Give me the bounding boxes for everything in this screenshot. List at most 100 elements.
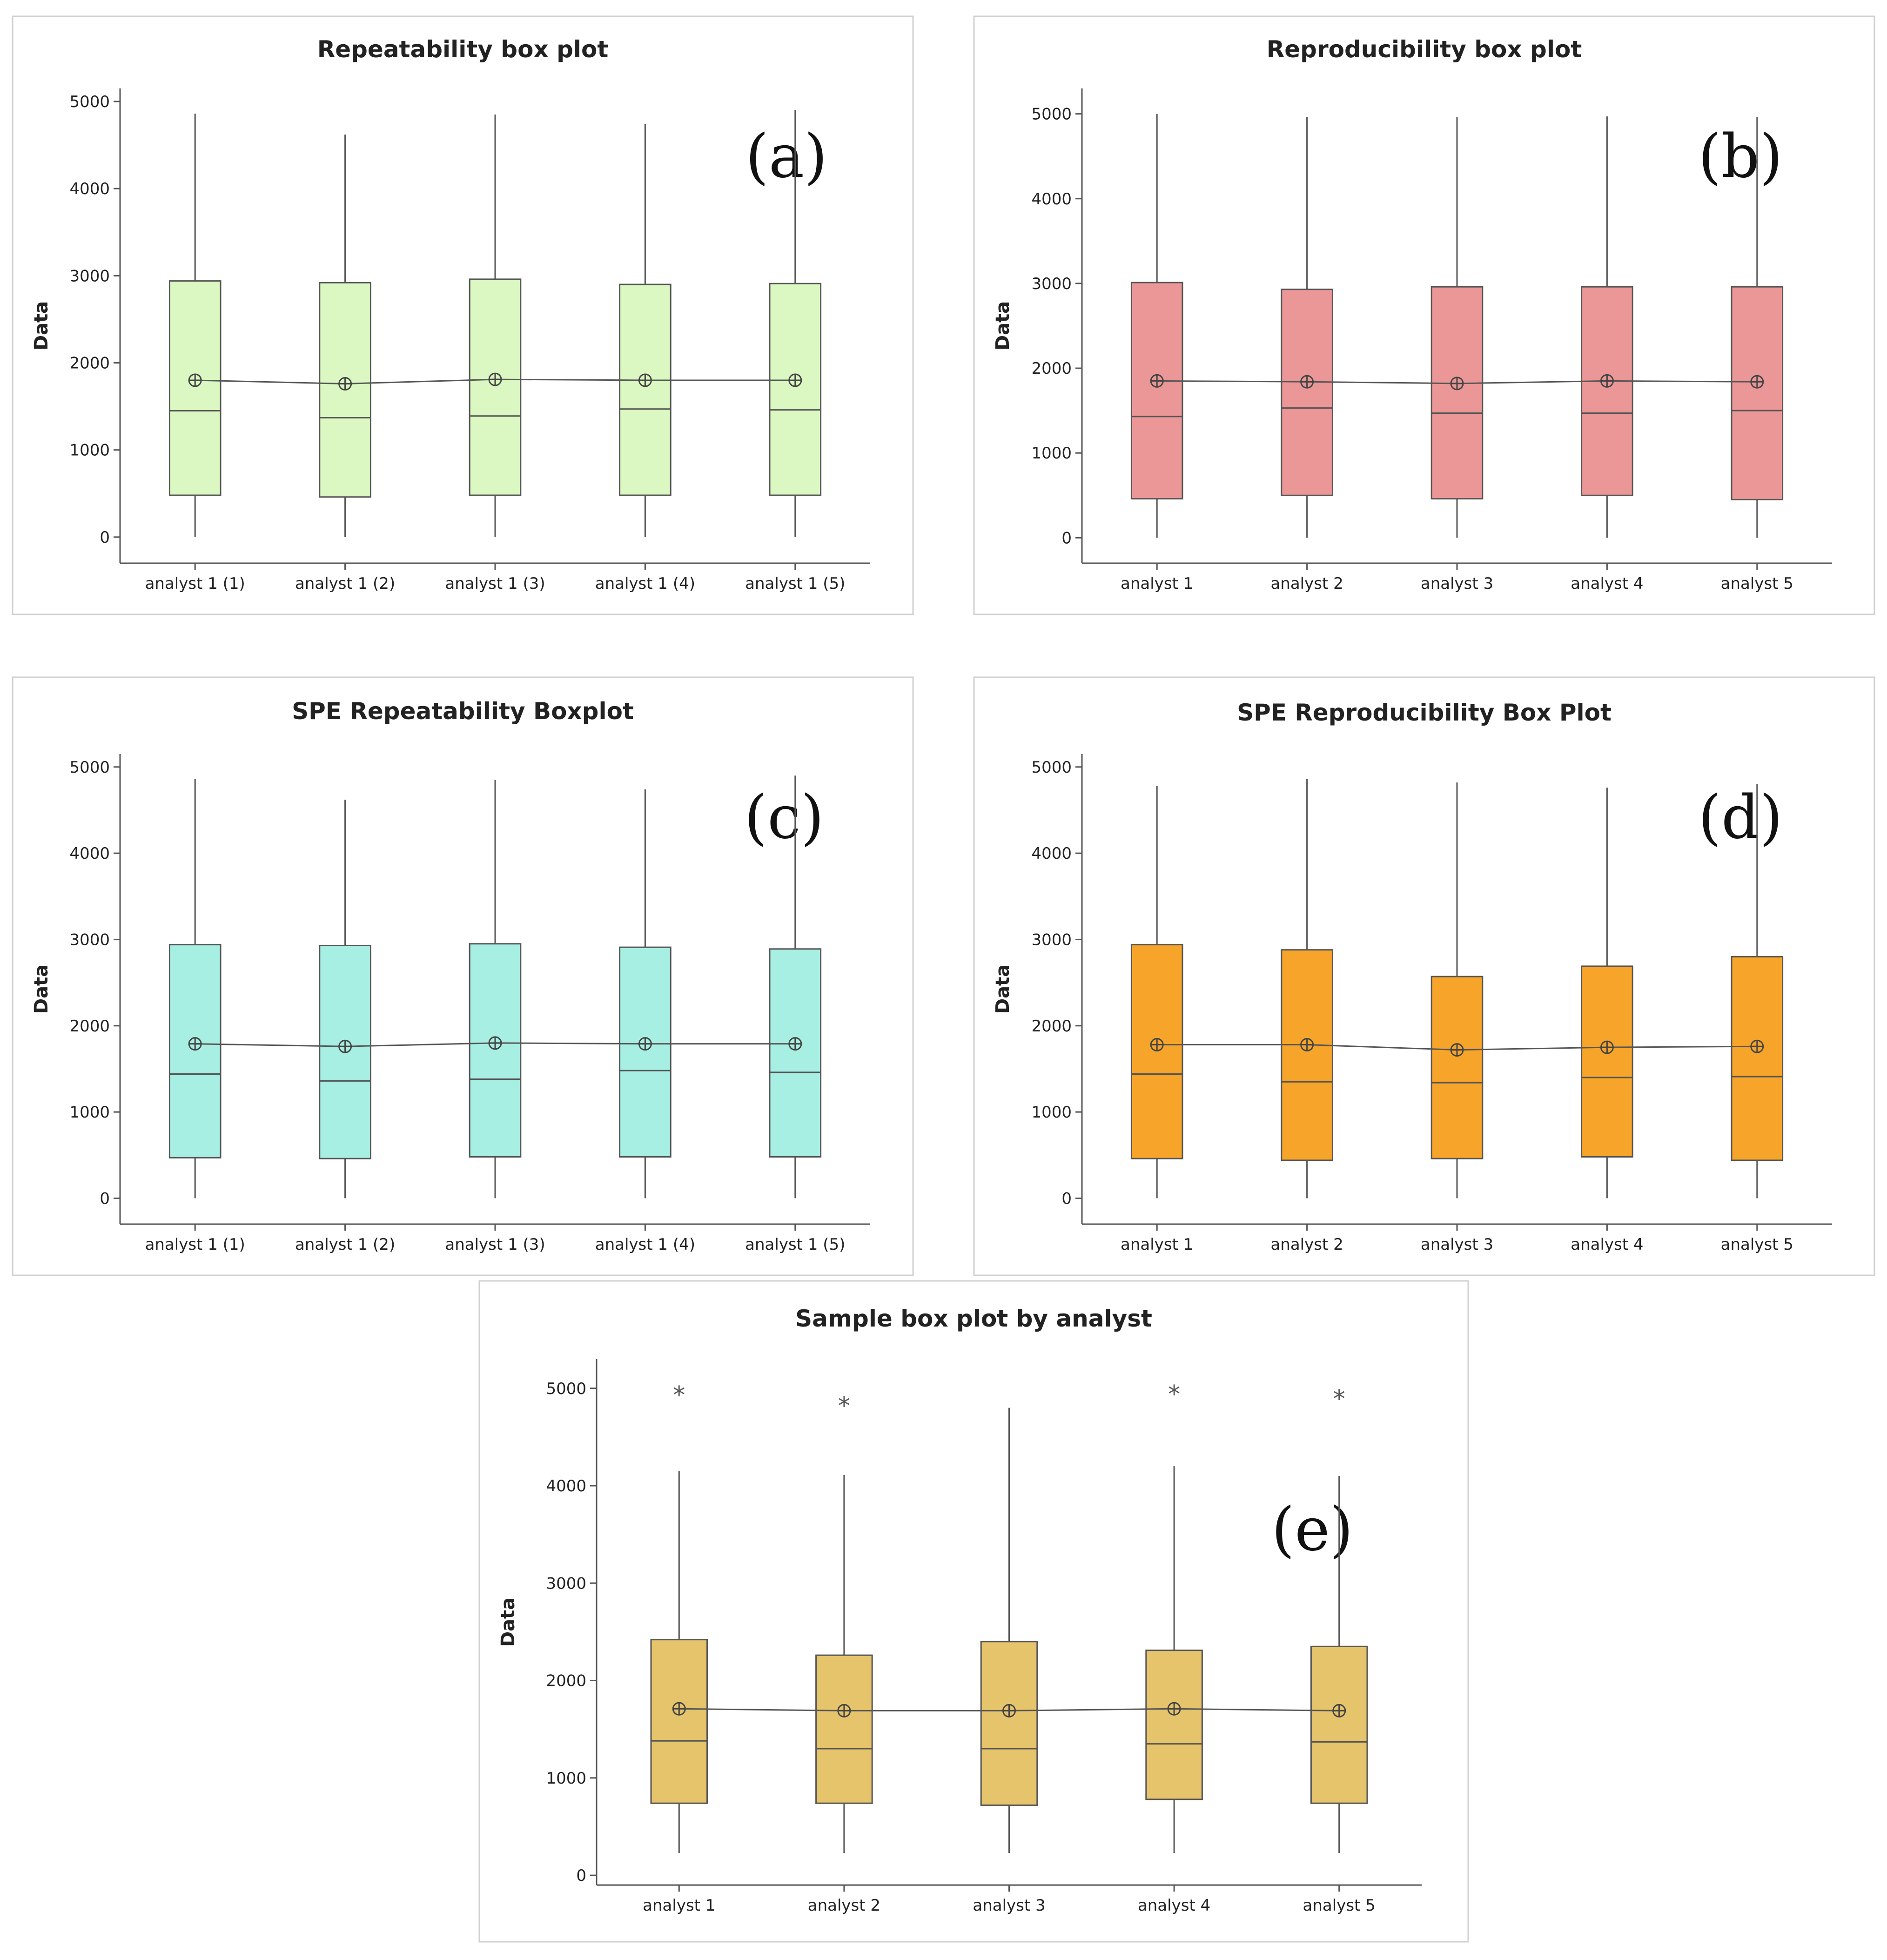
outlier-marker: *	[838, 1392, 850, 1420]
outlier-marker: *	[1168, 1381, 1180, 1408]
y-tick-label: 4000	[69, 180, 110, 198]
x-tick-label: analyst 2	[1270, 574, 1343, 593]
y-tick-label: 1000	[69, 1103, 110, 1122]
iqr-box	[1281, 949, 1333, 1161]
x-tick-label: analyst 5	[1721, 1235, 1793, 1254]
y-tick-label: 1000	[69, 441, 110, 460]
outlier-marker: *	[1333, 1385, 1345, 1413]
y-tick-label: 3000	[546, 1574, 586, 1593]
x-tick-label: analyst 2	[1270, 1235, 1343, 1254]
y-tick-label: 0	[576, 1866, 586, 1885]
box-5	[769, 775, 822, 1199]
y-tick-label: 5000	[69, 758, 110, 777]
iqr-box	[1581, 965, 1633, 1158]
box-2: *	[815, 1392, 873, 1853]
iqr-box	[1130, 282, 1183, 500]
x-tick-label: analyst 4	[1571, 574, 1643, 593]
mean-marker	[788, 1037, 802, 1051]
y-tick-label: 3000	[1031, 930, 1072, 949]
mean-marker	[638, 373, 652, 387]
x-tick-label: analyst 2	[808, 1896, 880, 1915]
y-tick-label: 5000	[546, 1380, 586, 1398]
iqr-box	[469, 943, 522, 1158]
iqr-box	[1430, 976, 1484, 1159]
box-5	[1731, 117, 1784, 538]
x-tick-label: analyst 1 (5)	[745, 574, 845, 593]
outlier-marker: *	[673, 1381, 685, 1409]
chart-title: SPE Reproducibility Box Plot	[1237, 699, 1612, 726]
y-tick-label: 4000	[1031, 190, 1072, 209]
x-tick-label: analyst 3	[1421, 574, 1493, 593]
iqr-box	[619, 946, 672, 1158]
x-tick-label: analyst 5	[1721, 574, 1793, 593]
mean-marker	[1450, 1043, 1464, 1057]
mean-marker	[1450, 377, 1464, 391]
box-1	[168, 779, 222, 1199]
y-tick-label: 5000	[1031, 105, 1072, 124]
x-tick-label: analyst 5	[1303, 1896, 1376, 1915]
mean-marker	[788, 373, 802, 387]
chart-panel-c: SPE Repeatability Boxplot (c) Data 0 1000 200…	[12, 676, 914, 1276]
iqr-box	[1145, 1650, 1203, 1800]
y-tick-label: 3000	[69, 267, 110, 285]
y-tick-label: 0	[100, 528, 110, 547]
mean-marker	[488, 1036, 502, 1050]
mean-marker	[638, 1037, 652, 1051]
box-1: *	[650, 1381, 708, 1853]
y-tick-label: 5000	[1031, 758, 1072, 777]
panel-tag-label: (d)	[1698, 783, 1783, 852]
x-tick-label: analyst 3	[973, 1896, 1045, 1915]
mean-marker	[1167, 1702, 1181, 1716]
chart-title: Sample box plot by analyst	[795, 1305, 1152, 1332]
box-3	[980, 1408, 1038, 1853]
x-tick-label: analyst 1 (2)	[295, 1235, 395, 1254]
box-1	[1130, 786, 1183, 1199]
mean-marker	[488, 372, 502, 386]
mean-marker	[188, 1037, 202, 1051]
box-4	[1581, 116, 1633, 538]
y-axis-title: Data	[992, 301, 1014, 350]
x-tick-label: analyst 1 (2)	[295, 574, 395, 593]
mean-marker	[338, 1039, 352, 1053]
chart-title: Reproducibility box plot	[1267, 36, 1582, 63]
y-tick-label: 2000	[546, 1672, 586, 1691]
box-2	[319, 800, 371, 1199]
mean-marker	[1300, 375, 1314, 389]
panel-tag-label: (c)	[744, 783, 824, 852]
mean-marker	[1600, 1040, 1614, 1054]
y-tick-label: 4000	[546, 1477, 586, 1495]
x-tick-label: analyst 4	[1571, 1235, 1643, 1254]
y-axis-title: Data	[497, 1597, 519, 1647]
mean-marker	[1300, 1038, 1314, 1052]
y-tick-label: 0	[100, 1189, 110, 1208]
iqr-box	[168, 280, 222, 496]
x-tick-label: analyst 1	[1121, 574, 1193, 593]
y-tick-label: 2000	[69, 1017, 110, 1036]
x-tick-label: analyst 1 (3)	[445, 1235, 545, 1254]
y-tick-label: 3000	[1031, 275, 1072, 293]
x-tick-label: analyst 1 (4)	[595, 1235, 695, 1254]
mean-marker	[1150, 374, 1164, 388]
y-tick-label: 0	[1061, 1189, 1072, 1208]
box-3	[469, 115, 522, 537]
x-tick-label: analyst 1 (5)	[745, 1235, 845, 1254]
iqr-box	[168, 944, 222, 1158]
x-tick-label: analyst 3	[1421, 1235, 1493, 1254]
iqr-box	[769, 283, 822, 496]
iqr-box	[1731, 286, 1784, 500]
mean-marker	[1750, 375, 1764, 389]
y-tick-label: 0	[1061, 529, 1072, 547]
panel-frame	[973, 15, 1875, 615]
iqr-box	[1731, 956, 1784, 1161]
y-tick-label: 1000	[1031, 1103, 1072, 1122]
iqr-box	[1310, 1645, 1368, 1804]
iqr-box	[619, 283, 672, 496]
box-3	[1430, 117, 1484, 538]
panel-tag-label: (a)	[745, 122, 827, 191]
chart-panel-d: SPE Reproducibility Box Plot (d) Data 0 1000…	[973, 676, 1875, 1276]
mean-marker	[672, 1702, 686, 1716]
y-axis-title: Data	[992, 964, 1014, 1014]
panel-tag-label: (e)	[1271, 1495, 1353, 1564]
y-tick-label: 4000	[69, 844, 110, 863]
